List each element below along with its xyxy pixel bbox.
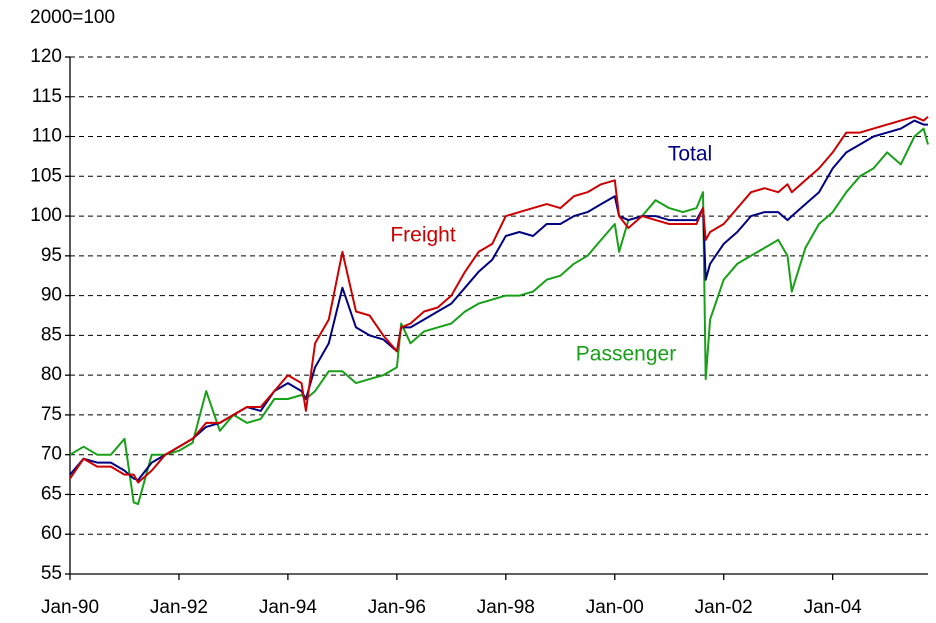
x-tick-label: Jan-96 [368,597,426,618]
x-tick-label: Jan-00 [586,597,644,618]
x-tick-label: Jan-94 [259,597,318,618]
series-label: Freight [390,224,456,247]
x-tick-label: Jan-90 [41,597,99,618]
series-label: Passenger [576,343,676,366]
x-tick-label: Jan-04 [804,597,863,618]
y-tick-label: 115 [32,86,62,107]
series-label: Total [668,143,712,166]
y-tick-label: 110 [32,126,62,147]
y-tick-label: 100 [30,205,62,226]
series-line [69,119,928,482]
x-tick-label: Jan-98 [477,597,535,618]
y-tick-label: 80 [41,364,62,385]
y-axis-unit: 2000=100 [30,7,115,28]
y-tick-label: 65 [41,483,62,504]
y-tick-label: 70 [41,444,62,465]
y-tick-label: 95 [41,245,62,266]
x-tick-label: Jan-02 [695,597,753,618]
y-tick-label: 55 [41,563,62,584]
y-tick-label: 75 [41,404,62,425]
series-line [69,115,929,484]
y-tick-label: 105 [30,165,62,186]
y-tick-label: 120 [30,46,62,67]
x-tick-label: Jan-92 [150,597,208,618]
y-tick-label: 90 [41,285,62,306]
y-tick-label: 60 [41,523,62,544]
y-tick-label: 85 [41,324,62,345]
